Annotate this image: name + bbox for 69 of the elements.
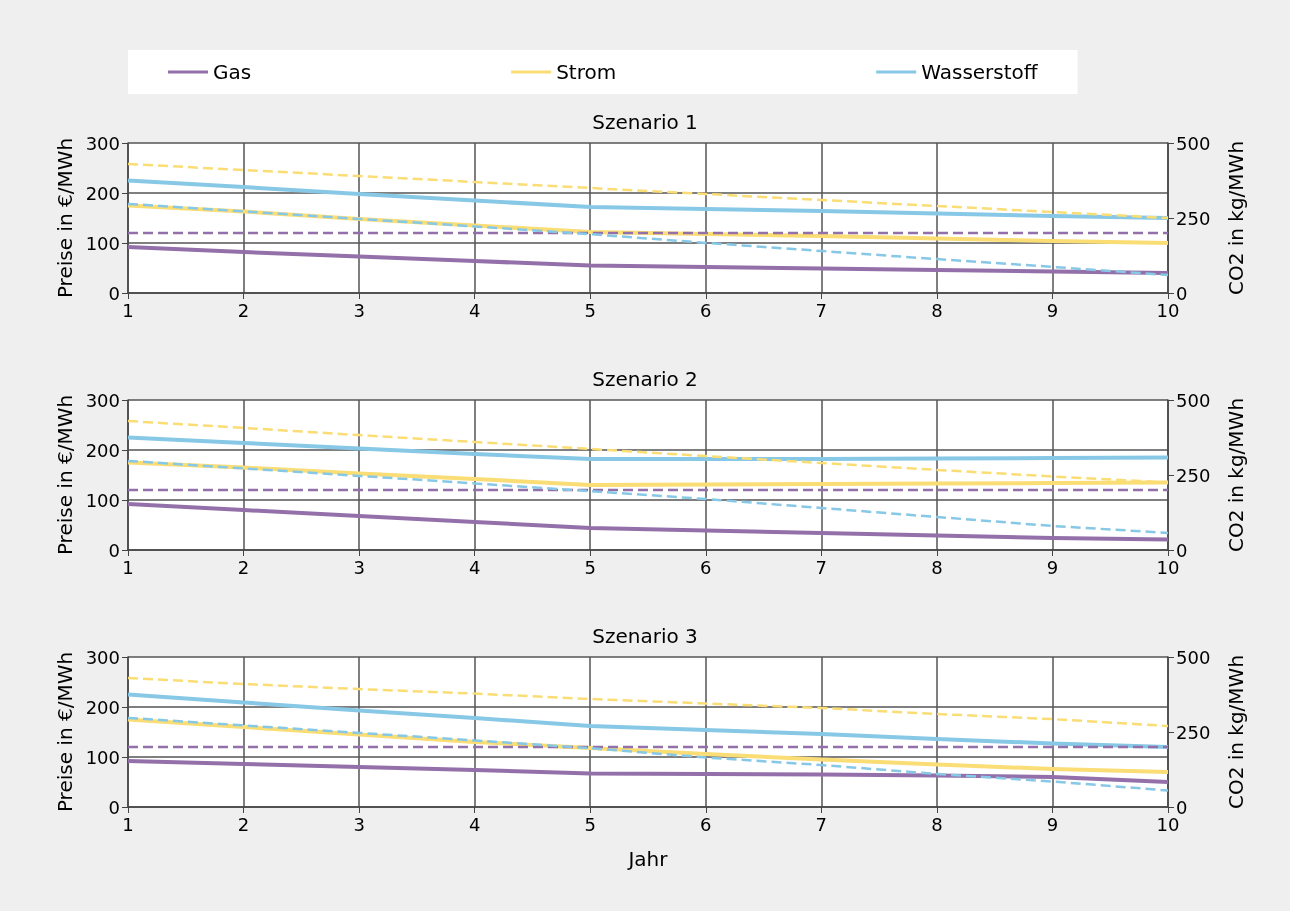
y2-tick-label: 250 — [1176, 721, 1211, 743]
y-tick-label: 200 — [85, 696, 120, 718]
y2-axis-title: CO2 in kg/MWh — [1224, 397, 1248, 553]
legend-label: Gas — [213, 60, 252, 84]
x-tick-label: 2 — [237, 299, 250, 321]
line-series — [126, 178, 1170, 220]
y-tick-label: 300 — [85, 389, 120, 411]
line-series — [126, 759, 1170, 784]
line-series — [126, 162, 1170, 220]
y2-tick-label: 500 — [1176, 132, 1211, 154]
x-tick-label: 1 — [122, 813, 134, 835]
y-tick-label: 200 — [85, 182, 120, 204]
x-tick-label: 4 — [468, 299, 481, 321]
x-tick-label: 2 — [237, 813, 250, 835]
line-series — [126, 435, 1170, 461]
x-axis-title: Jahr — [626, 847, 669, 871]
line-series — [126, 245, 1170, 275]
line-series — [126, 502, 1170, 542]
y2-tick-label: 250 — [1176, 207, 1211, 229]
x-tick-label: 4 — [468, 813, 481, 835]
y-tick-label: 200 — [85, 439, 120, 461]
x-tick-label: 6 — [700, 813, 712, 835]
x-tick-label: 1 — [122, 299, 134, 321]
y-tick-label: 100 — [85, 232, 120, 254]
y-axis-title: Preise in €/MWh — [52, 137, 77, 299]
x-tick-label: 8 — [931, 813, 943, 835]
y-axis-title: Preise in €/MWh — [52, 394, 77, 556]
line-series — [126, 676, 1170, 728]
x-tick-label: 9 — [1046, 299, 1059, 321]
line-series — [126, 459, 1170, 535]
x-tick-label: 6 — [700, 556, 712, 578]
y2-tick-label: 500 — [1176, 646, 1211, 668]
y-tick-label: 300 — [85, 132, 120, 154]
x-tick-label: 3 — [353, 299, 365, 321]
x-tick-label: 1 — [122, 556, 134, 578]
x-tick-label: 8 — [931, 556, 943, 578]
y-tick-label: 300 — [85, 646, 120, 668]
chart-title: Szenario 1 — [592, 110, 698, 134]
y2-tick-label: 250 — [1176, 464, 1211, 486]
y-tick-label: 0 — [108, 796, 120, 818]
x-tick-label: 6 — [700, 299, 712, 321]
x-tick-label: 7 — [815, 299, 828, 321]
x-tick-label: 9 — [1046, 556, 1059, 578]
y-axis-title: Preise in €/MWh — [52, 651, 77, 813]
line-series — [126, 716, 1170, 792]
x-tick-label: 7 — [815, 556, 828, 578]
y-tick-label: 100 — [85, 489, 120, 511]
chart-title: Szenario 2 — [592, 367, 698, 391]
x-tick-label: 5 — [584, 556, 596, 578]
x-tick-label: 5 — [584, 299, 596, 321]
chart-title: Szenario 3 — [592, 624, 698, 648]
x-tick-label: 3 — [353, 813, 365, 835]
x-tick-label: 5 — [584, 813, 596, 835]
x-tick-label: 7 — [815, 813, 828, 835]
legend-label: Wasserstoff — [921, 60, 1039, 84]
y2-axis-title: CO2 in kg/MWh — [1224, 140, 1248, 296]
x-tick-label: 4 — [468, 556, 481, 578]
legend-label: Strom — [556, 60, 617, 84]
y2-tick-label: 500 — [1176, 389, 1211, 411]
x-tick-label: 8 — [931, 299, 943, 321]
y-tick-label: 0 — [108, 539, 120, 561]
y2-axis-title: CO2 in kg/MWh — [1224, 654, 1248, 810]
x-tick-label: 3 — [353, 556, 365, 578]
line-series — [126, 692, 1170, 749]
x-tick-label: 9 — [1046, 813, 1059, 835]
x-tick-label: 2 — [237, 556, 250, 578]
y-tick-label: 100 — [85, 746, 120, 768]
y-tick-label: 0 — [108, 282, 120, 304]
line-series — [126, 202, 1170, 277]
